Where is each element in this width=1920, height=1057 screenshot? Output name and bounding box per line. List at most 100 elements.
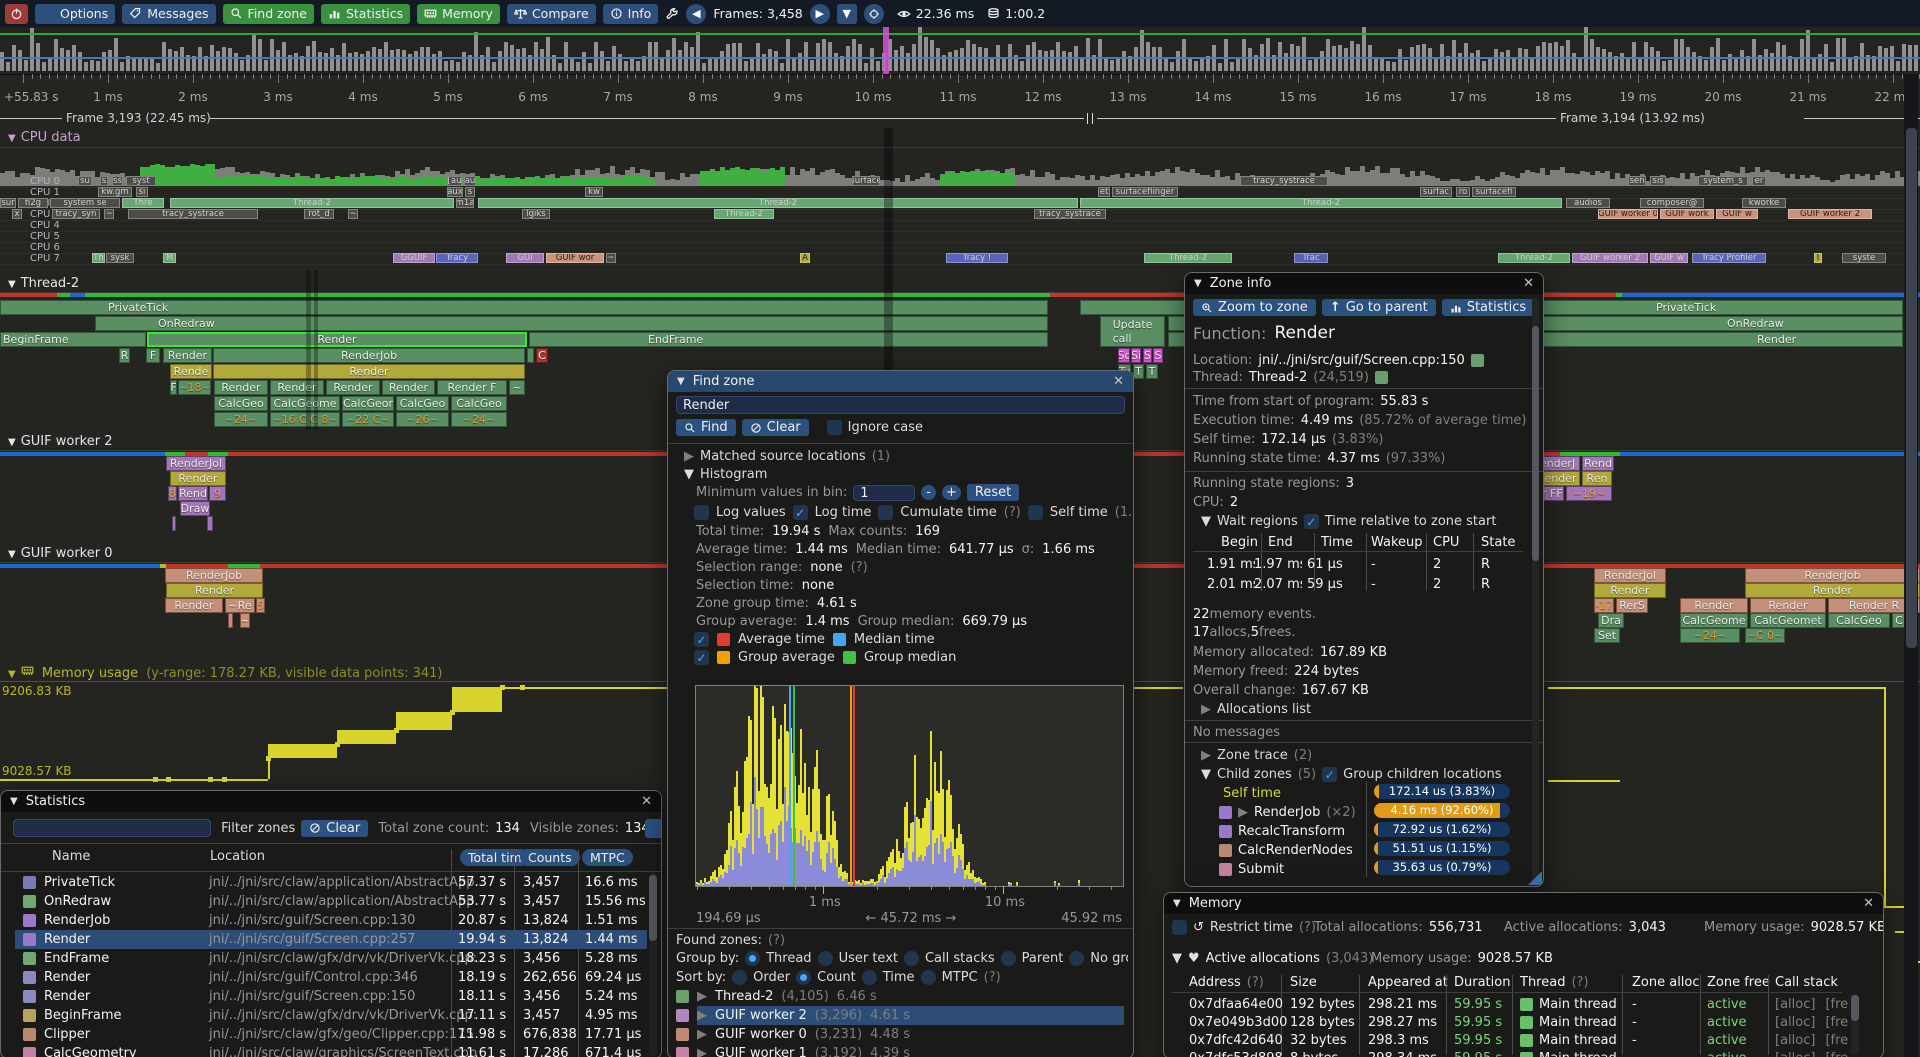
timeline-zone[interactable]: 8: [168, 486, 177, 501]
collapse-icon[interactable]: ▼: [1194, 278, 1202, 289]
clear-button[interactable]: Clear: [741, 419, 809, 436]
group-children-checkbox[interactable]: ✓: [1322, 767, 1338, 782]
cpu-zone-block[interactable]: A: [800, 253, 810, 263]
cpu-zone-block[interactable]: Thread-2: [1080, 198, 1562, 208]
cpu-zone-block[interactable]: kworke: [1742, 198, 1786, 208]
find-zone-window[interactable]: ▼ Find zone ✕ Render Find Clear Ignore case ▶ Ma…: [667, 370, 1134, 1057]
timeline-zone[interactable]: ~16 C C 8~: [270, 412, 340, 427]
cpu-zone-block[interactable]: tracy_systrace: [128, 209, 258, 219]
found-zone-group[interactable]: ▶ Thread-2 (4,105) 6.46 s: [676, 989, 877, 1004]
cpu-zone-block[interactable]: Thread-2: [1144, 253, 1232, 263]
timeline-zone[interactable]: Render: [1745, 583, 1920, 598]
messages-button[interactable]: Messages: [122, 3, 216, 24]
cpu-zone-block[interactable]: Trac: [1294, 253, 1328, 263]
table-row[interactable]: BeginFrame: [23, 1008, 122, 1023]
cpu-zone-block[interactable]: surfaceflinger: [1112, 187, 1178, 197]
timeline-zone[interactable]: CalcGeome: [270, 396, 340, 411]
table-row[interactable]: Clipper: [23, 1027, 90, 1042]
timeline-zone[interactable]: Render: [326, 380, 380, 395]
col-total-time-button[interactable]: Total tim: [460, 849, 530, 866]
timeline-zone[interactable]: CalcGeor: [342, 396, 394, 411]
zone-info-window-titlebar[interactable]: ▼ Zone info ✕: [1185, 273, 1543, 294]
timeline-zone[interactable]: Render: [1680, 598, 1748, 613]
zoom-to-zone-button[interactable]: Zoom to zone: [1193, 299, 1316, 316]
find-zone-search-input[interactable]: Render: [676, 396, 1125, 414]
cpu-zone-block[interactable]: M: [163, 253, 176, 263]
group-by-radio[interactable]: [1000, 951, 1016, 966]
clear-filter-button[interactable]: Clear: [301, 819, 369, 837]
timeline-zone[interactable]: Dra: [1598, 613, 1624, 628]
cpu-zone-block[interactable]: au: [464, 176, 476, 186]
child-time-bar[interactable]: 4.16 ms (92.60%): [1374, 803, 1510, 818]
main-scroll-thumb[interactable]: [1906, 128, 1917, 648]
go-to-parent-button[interactable]: ↑ Go to parent: [1321, 299, 1436, 316]
timeline-zone[interactable]: Render: [1534, 471, 1580, 486]
timeline-zone[interactable]: Si: [1131, 348, 1141, 363]
timeline-zone[interactable]: T: [1133, 364, 1144, 379]
cpu-zone-block[interactable]: audios: [1566, 198, 1610, 208]
timeline-zone[interactable]: RenderJol: [1594, 568, 1666, 583]
cpu-zone-block[interactable]: surfac: [1420, 187, 1452, 197]
statistics-window[interactable]: ▼ Statistics ✕ Filter zones Clear Total zon…: [0, 790, 662, 1057]
timeline-zone[interactable]: R: [119, 348, 130, 363]
cpu-zone-block[interactable]: GUIF w: [1716, 209, 1758, 219]
timeline-zone[interactable]: -17: [1594, 598, 1614, 613]
timeline-zone[interactable]: T: [1146, 364, 1158, 379]
timeline-zone[interactable]: Render: [1750, 598, 1826, 613]
timeline-zone[interactable]: Draw: [180, 501, 210, 516]
memory-scroll-thumb[interactable]: [1851, 995, 1859, 1021]
log-values-checkbox[interactable]: [694, 505, 709, 520]
log-time-checkbox[interactable]: ✓: [792, 505, 808, 520]
info-button[interactable]: Info: [602, 3, 659, 24]
group-by-radio[interactable]: [1069, 951, 1085, 966]
cpu-zone-block[interactable]: sysk: [106, 253, 134, 263]
cpu-zone-block[interactable]: tracy_syn: [52, 209, 100, 219]
focus-frame-button[interactable]: [863, 3, 884, 24]
find-button[interactable]: Find: [676, 419, 736, 436]
options-button[interactable]: Options: [35, 3, 116, 24]
group-by-radio[interactable]: [817, 951, 833, 966]
time-relative-checkbox[interactable]: ✓: [1303, 514, 1319, 529]
self-time-checkbox[interactable]: [1027, 505, 1043, 520]
cpu-zone-block[interactable]: er: [1752, 176, 1766, 186]
timeline-zone[interactable]: Rend: [178, 486, 208, 501]
prev-frame-button[interactable]: ◀: [686, 3, 707, 24]
timeline-zone[interactable]: CalcGeo: [451, 396, 507, 411]
group-by-radio[interactable]: [745, 951, 761, 966]
cpu-zone-block[interactable]: x: [12, 209, 22, 219]
timeline-zone[interactable]: RerS: [1616, 598, 1648, 613]
findzone-histogram-plot[interactable]: [695, 685, 1124, 887]
timeline-zone[interactable]: Rende: [170, 364, 212, 379]
cpu-zone-block[interactable]: GUIF worker 2: [1572, 253, 1648, 263]
timeline-zone[interactable]: Rend: [1582, 456, 1614, 471]
timeline-zone[interactable]: Render: [382, 380, 435, 395]
sort-by-radio[interactable]: [920, 970, 936, 985]
next-frame-button[interactable]: ▶: [809, 3, 830, 24]
child-time-bar[interactable]: 172.14 us (3.83%): [1374, 784, 1510, 799]
cpu-zone-block[interactable]: [au: [447, 176, 462, 186]
cpu-zone-block[interactable]: Tracy Profiler: [1692, 253, 1766, 263]
restrict-time-checkbox[interactable]: [1172, 920, 1187, 935]
timeline-zone[interactable]: 5: [256, 598, 265, 613]
timeline-zone[interactable]: Render: [214, 380, 268, 395]
timeline-zone[interactable]: ~: [509, 380, 525, 395]
cpu-zone-block[interactable]: sen: [1628, 176, 1646, 186]
timeline-zone[interactable]: Set: [1594, 628, 1620, 643]
thread-header[interactable]: ▼ Thread-2: [8, 276, 80, 291]
timeline-zone[interactable]: C: [536, 348, 548, 363]
cpu-zone-block[interactable]: GUI: [506, 253, 544, 263]
thread-header[interactable]: ▼ GUIF worker 0: [8, 546, 113, 561]
timeline-zone[interactable]: Render F: [437, 380, 507, 395]
cpu-zone-block[interactable]: s: [100, 176, 108, 186]
decrement-button[interactable]: -: [921, 485, 936, 500]
timeline-zone[interactable]: Render: [270, 380, 324, 395]
cpu-zone-block[interactable]: Th: [92, 253, 105, 263]
stats-scroll-thumb[interactable]: [649, 875, 657, 941]
cpu-zone-block[interactable]: et: [1098, 187, 1110, 197]
collapse-icon[interactable]: ▼: [677, 376, 685, 387]
child-time-bar[interactable]: 72.92 us (1.62%): [1374, 822, 1510, 837]
timeline-zone[interactable]: ~24~: [1680, 628, 1740, 643]
cpu-zone-block[interactable]: Thread-2: [714, 209, 774, 219]
find-zone-window-titlebar[interactable]: ▼ Find zone ✕: [668, 371, 1133, 392]
collapse-icon[interactable]: ▼: [1173, 898, 1181, 909]
